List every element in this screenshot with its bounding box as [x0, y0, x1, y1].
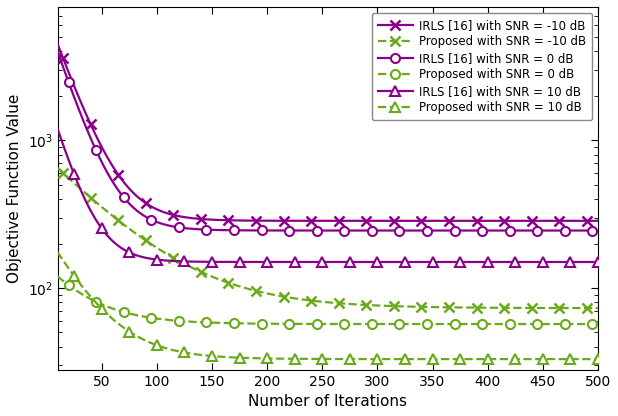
Proposed with SNR = 10 dB: [485, 357, 493, 362]
Proposed with SNR = -10 dB: [520, 305, 528, 310]
Proposed with SNR = 10 dB: [507, 357, 515, 362]
Proposed with SNR = 10 dB: [334, 357, 341, 362]
Proposed with SNR = 0 dB: [485, 322, 493, 327]
IRLS [16] with SNR = 0 dB: [595, 228, 602, 233]
IRLS [16] with SNR = -10 dB: [334, 218, 341, 223]
Proposed with SNR = -10 dB: [485, 305, 493, 310]
Proposed with SNR = 10 dB: [321, 357, 328, 362]
IRLS [16] with SNR = 0 dB: [485, 228, 493, 233]
Line: IRLS [16] with SNR = 10 dB: IRLS [16] with SNR = 10 dB: [53, 124, 603, 267]
Proposed with SNR = -10 dB: [334, 301, 341, 306]
IRLS [16] with SNR = -10 dB: [520, 218, 528, 223]
Proposed with SNR = 10 dB: [520, 357, 528, 362]
Proposed with SNR = 0 dB: [54, 274, 61, 279]
IRLS [16] with SNR = 10 dB: [321, 260, 328, 265]
IRLS [16] with SNR = 0 dB: [54, 49, 61, 54]
IRLS [16] with SNR = -10 dB: [277, 218, 285, 223]
IRLS [16] with SNR = 10 dB: [507, 260, 515, 265]
Line: Proposed with SNR = -10 dB: Proposed with SNR = -10 dB: [53, 163, 603, 312]
IRLS [16] with SNR = 10 dB: [595, 260, 602, 265]
IRLS [16] with SNR = -10 dB: [321, 218, 328, 223]
IRLS [16] with SNR = 10 dB: [277, 260, 285, 265]
IRLS [16] with SNR = 10 dB: [54, 126, 61, 131]
Proposed with SNR = 10 dB: [277, 356, 285, 361]
IRLS [16] with SNR = 0 dB: [507, 228, 515, 233]
IRLS [16] with SNR = 0 dB: [321, 228, 328, 233]
Line: Proposed with SNR = 10 dB: Proposed with SNR = 10 dB: [53, 248, 603, 364]
Proposed with SNR = -10 dB: [595, 306, 602, 311]
Legend: IRLS [16] with SNR = -10 dB, Proposed with SNR = -10 dB, IRLS [16] with SNR = 0 : IRLS [16] with SNR = -10 dB, Proposed wi…: [372, 13, 592, 120]
Proposed with SNR = -10 dB: [54, 166, 61, 171]
Proposed with SNR = 10 dB: [54, 250, 61, 255]
IRLS [16] with SNR = 0 dB: [520, 228, 528, 233]
Proposed with SNR = 0 dB: [277, 321, 285, 326]
Proposed with SNR = -10 dB: [507, 305, 515, 310]
Proposed with SNR = -10 dB: [321, 300, 328, 305]
IRLS [16] with SNR = 10 dB: [485, 260, 493, 265]
IRLS [16] with SNR = 0 dB: [277, 228, 285, 233]
Y-axis label: Objective Function Value: Objective Function Value: [7, 94, 22, 283]
X-axis label: Number of Iterations: Number of Iterations: [248, 394, 407, 409]
IRLS [16] with SNR = -10 dB: [54, 41, 61, 46]
IRLS [16] with SNR = -10 dB: [595, 218, 602, 223]
IRLS [16] with SNR = 0 dB: [334, 228, 341, 233]
Proposed with SNR = 0 dB: [507, 322, 515, 327]
Proposed with SNR = 10 dB: [595, 357, 602, 362]
IRLS [16] with SNR = -10 dB: [507, 218, 515, 223]
IRLS [16] with SNR = -10 dB: [485, 218, 493, 223]
Line: IRLS [16] with SNR = 0 dB: IRLS [16] with SNR = 0 dB: [53, 47, 603, 235]
Line: Proposed with SNR = 0 dB: Proposed with SNR = 0 dB: [53, 272, 603, 329]
Line: IRLS [16] with SNR = -10 dB: IRLS [16] with SNR = -10 dB: [53, 40, 603, 225]
IRLS [16] with SNR = 10 dB: [334, 260, 341, 265]
Proposed with SNR = 0 dB: [595, 322, 602, 327]
Proposed with SNR = -10 dB: [277, 294, 285, 299]
Proposed with SNR = 0 dB: [520, 322, 528, 327]
Proposed with SNR = 0 dB: [334, 322, 341, 327]
Proposed with SNR = 0 dB: [321, 322, 328, 327]
IRLS [16] with SNR = 10 dB: [520, 260, 528, 265]
